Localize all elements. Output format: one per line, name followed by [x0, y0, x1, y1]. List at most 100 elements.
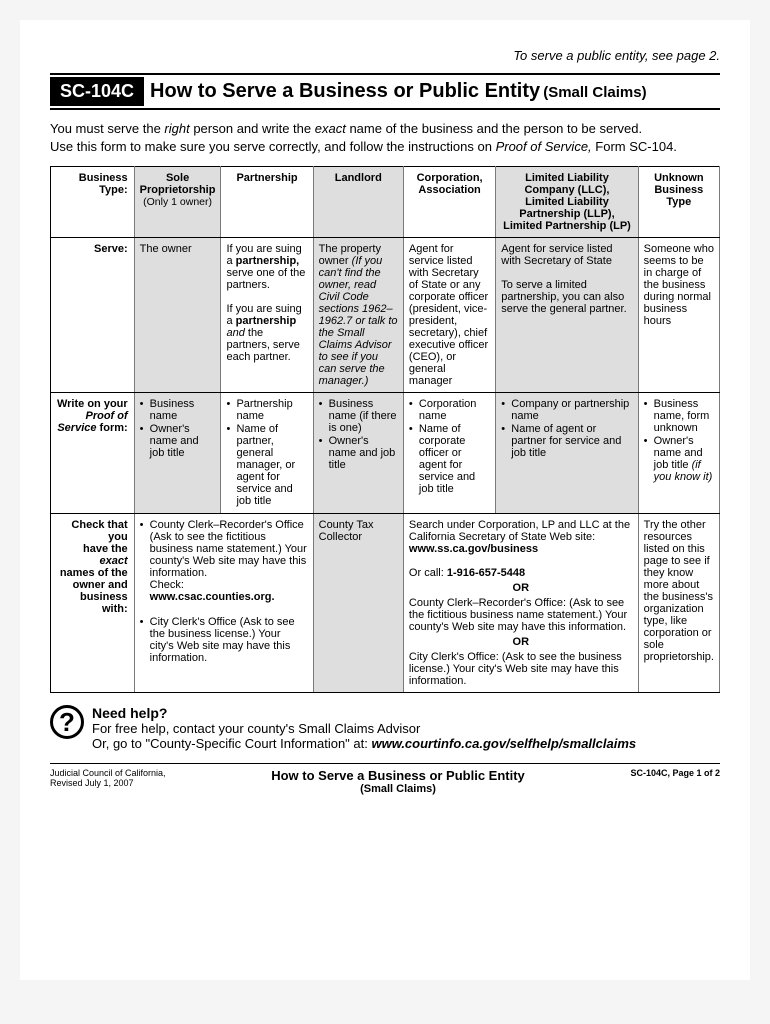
c-le: business with:	[80, 591, 128, 615]
s-c2f: and	[226, 327, 244, 339]
intro-1a: You must serve the	[50, 121, 164, 136]
header-unknown: Unknown Business Type	[638, 167, 719, 238]
form-page: To serve a public entity, see page 2. SC…	[20, 20, 750, 980]
w-c4-2: Name of corporate officer or agent for s…	[409, 423, 490, 495]
write-c3: Business name (if there is one) Owner's …	[313, 393, 403, 514]
h-col5c: Limited Partnership (LP)	[503, 220, 631, 232]
write-c6: Business name, form unknown Owner's name…	[638, 393, 719, 514]
write-label: Write on your Proof of Service form:	[51, 393, 135, 514]
check-c12: County Clerk–Recorder's Office (Ask to s…	[134, 514, 313, 693]
serve-c4: Agent for service listed with Secretary …	[403, 238, 495, 393]
h-col4a: Corporation,	[417, 172, 483, 184]
s-c5b: To serve a limited partnership, you can …	[501, 279, 626, 315]
footer-center-a: How to Serve a Business or Public Entity	[166, 768, 631, 783]
c-la: Check that you	[71, 519, 127, 543]
w-c1-2: Owner's name and job title	[140, 423, 216, 459]
intro-2c: Form SC-104.	[592, 139, 677, 154]
check-c45: Search under Corporation, LP and LLC at …	[403, 514, 638, 693]
help-text: Need help? For free help, contact your c…	[92, 705, 636, 751]
c-c45f: City Clerk's Office: (Ask to see the bus…	[409, 651, 622, 687]
s-c2c: serve one of the partners.	[226, 267, 305, 291]
c-c12-1b: Check:	[150, 579, 184, 591]
header-partnership: Partnership	[221, 167, 313, 238]
intro-2a: Use this form to make sure you serve cor…	[50, 139, 496, 154]
help-line2a: Or, go to "County-Specific Court Informa…	[92, 736, 371, 751]
c-c12-2: City Clerk's Office (Ask to see the busi…	[140, 616, 308, 664]
c-lb2: exact	[100, 555, 128, 567]
w-c5-2: Name of agent or partner for service and…	[501, 423, 632, 459]
title-bar: SC-104C How to Serve a Business or Publi…	[50, 73, 720, 110]
w-la: Write on your	[57, 398, 128, 410]
c-c45e: County Clerk–Recorder's Office: (Ask to …	[409, 597, 627, 633]
c-c45or2: OR	[409, 636, 633, 648]
w-c2-2: Name of partner, general manager, or age…	[226, 423, 307, 507]
intro-1d: exact	[315, 121, 346, 136]
intro-2b: Proof of Service,	[496, 139, 592, 154]
title-main: How to Serve a Business or Public Entity	[150, 80, 540, 102]
header-row: Business Type: Sole Proprietorship (Only…	[51, 167, 720, 238]
help-box: ? Need help? For free help, contact your…	[50, 705, 720, 751]
serve-c6: Someone who seems to be in charge of the…	[638, 238, 719, 393]
footer-left-b: Revised July 1, 2007	[50, 778, 134, 788]
c-lc: names of the	[60, 567, 128, 579]
header-landlord: Landlord	[313, 167, 403, 238]
footer-right-text: SC-104C, Page 1 of 2	[630, 768, 720, 778]
h-col4b: Association	[418, 184, 480, 196]
header-corp: Corporation, Association	[403, 167, 495, 238]
footer-left-a: Judicial Council of California,	[50, 768, 166, 778]
h-col5a: Limited Liability Company (LLC),	[524, 172, 609, 196]
help-line1: For free help, contact your county's Sma…	[92, 721, 636, 736]
h-col1a: Sole	[166, 172, 189, 184]
w-c2-1: Partnership name	[226, 398, 307, 422]
w-c6-1: Business name, form unknown	[644, 398, 714, 434]
footer-left: Judicial Council of California, Revised …	[50, 768, 166, 788]
footer-right: SC-104C, Page 1 of 2	[630, 768, 720, 778]
check-row: Check that you have the exact names of t…	[51, 514, 720, 693]
write-c2: Partnership name Name of partner, genera…	[221, 393, 313, 514]
c-c12-1: County Clerk–Recorder's Office (Ask to s…	[140, 519, 308, 603]
check-c3: County Tax Collector	[313, 514, 403, 693]
s-c2b: partnership,	[236, 255, 300, 267]
top-note: To serve a public entity, see page 2.	[50, 48, 720, 63]
header-llc: Limited Liability Company (LLC), Limited…	[496, 167, 638, 238]
w-ld: form:	[97, 422, 128, 434]
serve-c1: The owner	[134, 238, 221, 393]
h-col6b: Business Type	[654, 184, 703, 208]
w-lc: Service	[57, 422, 96, 434]
w-c1-1: Business name	[140, 398, 216, 422]
help-title: Need help?	[92, 705, 636, 721]
w-c5-1: Company or partnership name	[501, 398, 632, 422]
write-row: Write on your Proof of Service form: Bus…	[51, 393, 720, 514]
intro-1b: right	[164, 121, 189, 136]
h-col5b: Limited Liability Partnership (LLP),	[519, 196, 614, 220]
check-label: Check that you have the exact names of t…	[51, 514, 135, 693]
check-c6: Try the other resources listed on this p…	[638, 514, 719, 693]
header-biztype: Business Type:	[51, 167, 135, 238]
c-c45d: 1-916-657-5448	[447, 567, 525, 579]
serve-row: Serve: The owner If you are suing a part…	[51, 238, 720, 393]
footer-center-b: (Small Claims)	[166, 783, 631, 795]
h-col6a: Unknown	[654, 172, 704, 184]
c-c12-1c: www.csac.counties.org.	[150, 591, 275, 603]
write-c5: Company or partnership name Name of agen…	[496, 393, 638, 514]
w-c3-2: Owner's name and job title	[319, 435, 398, 471]
h-col1b: Proprietorship	[140, 184, 216, 196]
help-line2: Or, go to "County-Specific Court Informa…	[92, 736, 636, 751]
main-table: Business Type: Sole Proprietorship (Only…	[50, 166, 720, 693]
c-lb: have the	[83, 543, 128, 555]
s-c3b: (If you can't find the owner, read Civil…	[319, 255, 398, 387]
write-c4: Corporation name Name of corporate offic…	[403, 393, 495, 514]
question-icon: ?	[50, 705, 84, 739]
serve-c5: Agent for service listed with Secretary …	[496, 238, 638, 393]
serve-c2: If you are suing a partnership, serve on…	[221, 238, 313, 393]
help-line2b: www.courtinfo.ca.gov/selfhelp/smallclaim…	[371, 736, 636, 751]
serve-label: Serve:	[51, 238, 135, 393]
w-c4-1: Corporation name	[409, 398, 490, 422]
s-c2e: partnership	[236, 315, 297, 327]
intro-text: You must serve the right person and writ…	[50, 120, 720, 156]
c-c45c: Or call:	[409, 567, 447, 579]
c-c45b: www.ss.ca.gov/business	[409, 543, 538, 555]
w-lb: Proof of	[86, 410, 128, 422]
write-c1: Business name Owner's name and job title	[134, 393, 221, 514]
c-c45or1: OR	[409, 582, 633, 594]
